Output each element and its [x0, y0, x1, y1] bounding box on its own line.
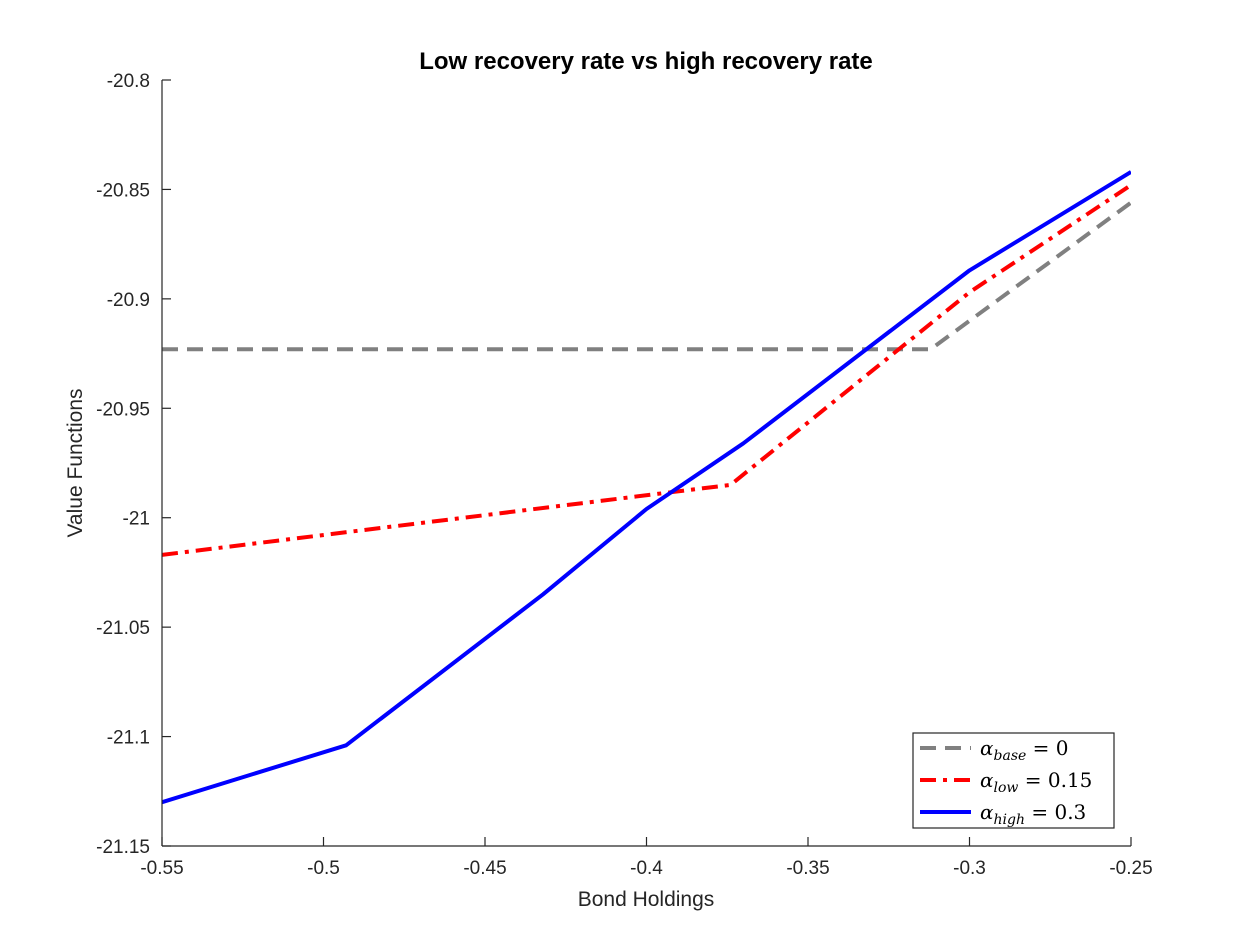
y-tick-label: -21 — [123, 509, 150, 530]
x-axis-label: Bond Holdings — [578, 888, 715, 911]
legend-label-high: αhigh = 0.3 — [980, 800, 1086, 828]
axes: -0.55 -0.5 -0.45 -0.4 -0.35 -0.3 -0.25 -20.8 -20… — [96, 71, 1153, 879]
y-tick-label: -20.9 — [107, 290, 150, 311]
x-tick-label: -0.25 — [1109, 858, 1152, 879]
y-tick-label: -21.05 — [96, 618, 150, 639]
x-tick-label: -0.5 — [307, 858, 340, 879]
series-line-low — [162, 183, 1131, 557]
legend-label-low: αlow = 0.15 — [980, 768, 1092, 796]
series-line-base — [162, 200, 1131, 352]
legend-label-base: αbase = 0 — [980, 736, 1069, 764]
x-tick-label: -0.4 — [630, 858, 663, 879]
chart-title: Low recovery rate vs high recovery rate — [419, 48, 873, 75]
x-tick-label: -0.3 — [953, 858, 986, 879]
plot-area — [162, 170, 1131, 805]
legend: αbase = 0 αlow = 0.15 αhigh = 0.3 — [912, 732, 1115, 829]
x-tick-label: -0.45 — [463, 858, 506, 879]
y-tick-label: -20.95 — [96, 399, 150, 420]
y-tick-label: -20.85 — [96, 180, 150, 201]
x-tick-label: -0.35 — [786, 858, 829, 879]
y-tick-label: -20.8 — [107, 71, 150, 92]
y-tick-label: -21.15 — [96, 837, 150, 858]
y-axis-label: Value Functions — [64, 388, 87, 537]
y-tick-label: -21.1 — [107, 728, 150, 749]
x-tick-label: -0.55 — [140, 858, 183, 879]
series-line-high — [162, 170, 1131, 805]
